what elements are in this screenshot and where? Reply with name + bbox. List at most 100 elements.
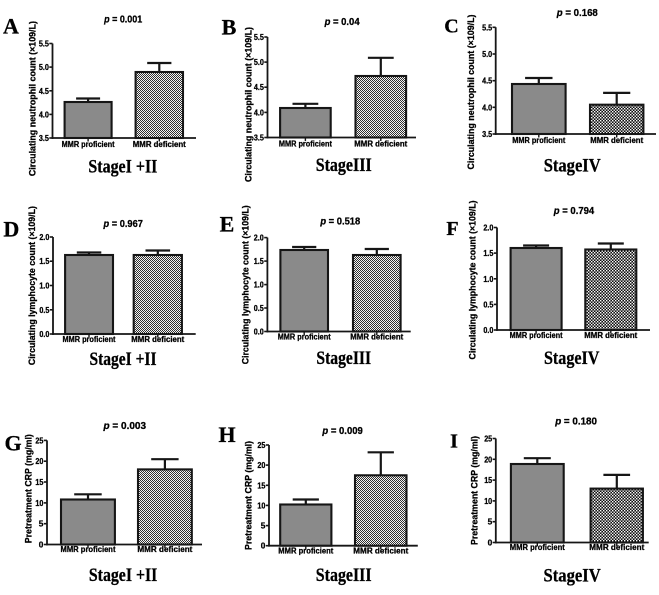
svg-text:0.0: 0.0 (39, 330, 49, 339)
svg-text:Pretreatment CRP (mg/ml): Pretreatment CRP (mg/ml) (244, 441, 255, 550)
svg-text:5.0: 5.0 (39, 63, 49, 72)
svg-text:MMR proficient: MMR proficient (510, 331, 563, 340)
svg-text:5.0: 5.0 (254, 58, 264, 67)
svg-text:Circulating lymphocyte count (: Circulating lymphocyte count (×109/L) (468, 201, 479, 360)
svg-text:G: G (4, 431, 21, 456)
svg-text:0: 0 (488, 539, 493, 548)
svg-text:0.5: 0.5 (483, 300, 493, 309)
svg-text:MMR proficient: MMR proficient (62, 140, 115, 149)
svg-text:5.5: 5.5 (254, 33, 264, 42)
svg-text:I: I (450, 430, 458, 452)
svg-text:MMR deficient: MMR deficient (353, 546, 408, 555)
svg-text:10: 10 (257, 501, 265, 510)
svg-text:0.0: 0.0 (483, 326, 493, 335)
svg-text:1.5: 1.5 (483, 249, 493, 258)
svg-text:A: A (3, 14, 19, 39)
svg-text:F: F (446, 218, 458, 240)
svg-text:p = 0.009: p = 0.009 (321, 425, 362, 437)
svg-text:MMR proficient: MMR proficient (512, 136, 565, 145)
svg-text:StageIII: StageIII (316, 565, 372, 586)
svg-text:3.5: 3.5 (482, 130, 492, 139)
svg-text:p = 0.001: p = 0.001 (103, 14, 142, 26)
svg-text:p = 0.168: p = 0.168 (556, 7, 598, 19)
svg-text:p = 0.04: p = 0.04 (324, 16, 360, 28)
svg-text:MMR deficient: MMR deficient (131, 335, 184, 344)
svg-text:0: 0 (261, 542, 266, 551)
svg-text:Circulating lymphocyte count (: Circulating lymphocyte count (×109/L) (241, 205, 252, 364)
svg-text:StageIV: StageIV (544, 156, 601, 177)
svg-text:5: 5 (39, 520, 44, 529)
svg-text:MMR proficient: MMR proficient (61, 545, 116, 554)
svg-text:4.0: 4.0 (482, 103, 492, 112)
svg-text:5.5: 5.5 (39, 40, 49, 49)
svg-text:5: 5 (488, 518, 493, 527)
svg-text:StageIV: StageIV (544, 566, 601, 587)
svg-text:3.5: 3.5 (39, 134, 49, 143)
svg-text:p = 0.518: p = 0.518 (319, 215, 360, 227)
svg-text:B: B (222, 15, 237, 40)
svg-text:D: D (3, 217, 19, 242)
svg-text:p = 0.967: p = 0.967 (103, 218, 143, 230)
svg-text:Circulating neutrophil count (: Circulating neutrophil count (×109/L) (466, 15, 477, 170)
svg-text:StageIII: StageIII (316, 348, 371, 369)
svg-text:MMR deficient: MMR deficient (590, 136, 643, 145)
svg-text:25: 25 (35, 436, 43, 445)
svg-text:MMR proficient: MMR proficient (278, 332, 331, 341)
svg-text:Circulating neutrophil count (: Circulating neutrophil count (×109/L) (28, 21, 39, 176)
svg-text:4.5: 4.5 (254, 83, 264, 92)
svg-text:StageI +II: StageI +II (90, 349, 157, 370)
svg-text:15: 15 (257, 481, 265, 490)
svg-text:p = 0.794: p = 0.794 (553, 205, 594, 217)
svg-text:MMR proficient: MMR proficient (63, 335, 116, 344)
svg-text:Pretreatment CRP (mg/ml): Pretreatment CRP (mg/ml) (24, 434, 35, 543)
svg-text:2.0: 2.0 (483, 224, 493, 233)
svg-text:StageIV: StageIV (544, 348, 600, 369)
svg-text:p = 0.003: p = 0.003 (103, 420, 147, 432)
svg-text:15: 15 (35, 478, 43, 487)
svg-text:MMR proficient: MMR proficient (510, 543, 565, 552)
svg-text:2.0: 2.0 (39, 233, 49, 242)
svg-text:MMR deficient: MMR deficient (133, 140, 186, 149)
svg-text:StageI +II: StageI +II (88, 156, 157, 177)
svg-text:1.0: 1.0 (483, 275, 493, 284)
svg-text:Pretreatment CRP (mg/ml): Pretreatment CRP (mg/ml) (470, 436, 481, 545)
svg-text:1.0: 1.0 (39, 282, 49, 291)
svg-text:MMR deficient: MMR deficient (589, 543, 644, 552)
svg-text:10: 10 (35, 499, 43, 508)
svg-text:5.5: 5.5 (482, 23, 492, 32)
svg-text:20: 20 (35, 457, 43, 466)
svg-text:Circulating neutrophil count (: Circulating neutrophil count (×109/L) (244, 27, 255, 182)
svg-text:5: 5 (261, 522, 266, 531)
svg-text:H: H (218, 422, 235, 447)
svg-text:MMR proficient: MMR proficient (279, 140, 332, 149)
svg-text:Circulating lymphocyte count (: Circulating lymphocyte count (×109/L) (27, 206, 38, 365)
svg-text:MMR deficient: MMR deficient (354, 140, 407, 149)
svg-text:MMR deficient: MMR deficient (137, 545, 192, 554)
svg-text:p = 0.180: p = 0.180 (554, 416, 597, 428)
svg-text:0: 0 (39, 541, 44, 550)
svg-text:E: E (220, 212, 235, 237)
svg-text:2.0: 2.0 (254, 234, 264, 243)
svg-text:3.5: 3.5 (254, 134, 264, 143)
svg-text:0.0: 0.0 (254, 328, 264, 337)
svg-text:20: 20 (484, 455, 492, 464)
svg-text:25: 25 (484, 435, 492, 444)
svg-text:4.0: 4.0 (39, 110, 49, 119)
svg-text:C: C (444, 16, 458, 38)
svg-text:4.5: 4.5 (39, 87, 49, 96)
svg-text:MMR deficient: MMR deficient (350, 332, 403, 341)
svg-text:4.5: 4.5 (482, 77, 492, 86)
svg-text:10: 10 (484, 497, 492, 506)
svg-text:1.5: 1.5 (39, 257, 49, 266)
svg-text:25: 25 (257, 441, 265, 450)
svg-text:15: 15 (484, 476, 492, 485)
svg-text:1.0: 1.0 (254, 281, 264, 290)
svg-text:StageI +II: StageI +II (89, 565, 158, 586)
svg-text:4.0: 4.0 (254, 108, 264, 117)
svg-text:5.0: 5.0 (482, 50, 492, 59)
svg-text:StageIII: StageIII (316, 155, 372, 176)
svg-text:0.5: 0.5 (254, 304, 264, 313)
svg-text:0.5: 0.5 (39, 306, 49, 315)
svg-text:20: 20 (257, 461, 265, 470)
svg-text:1.5: 1.5 (254, 257, 264, 266)
